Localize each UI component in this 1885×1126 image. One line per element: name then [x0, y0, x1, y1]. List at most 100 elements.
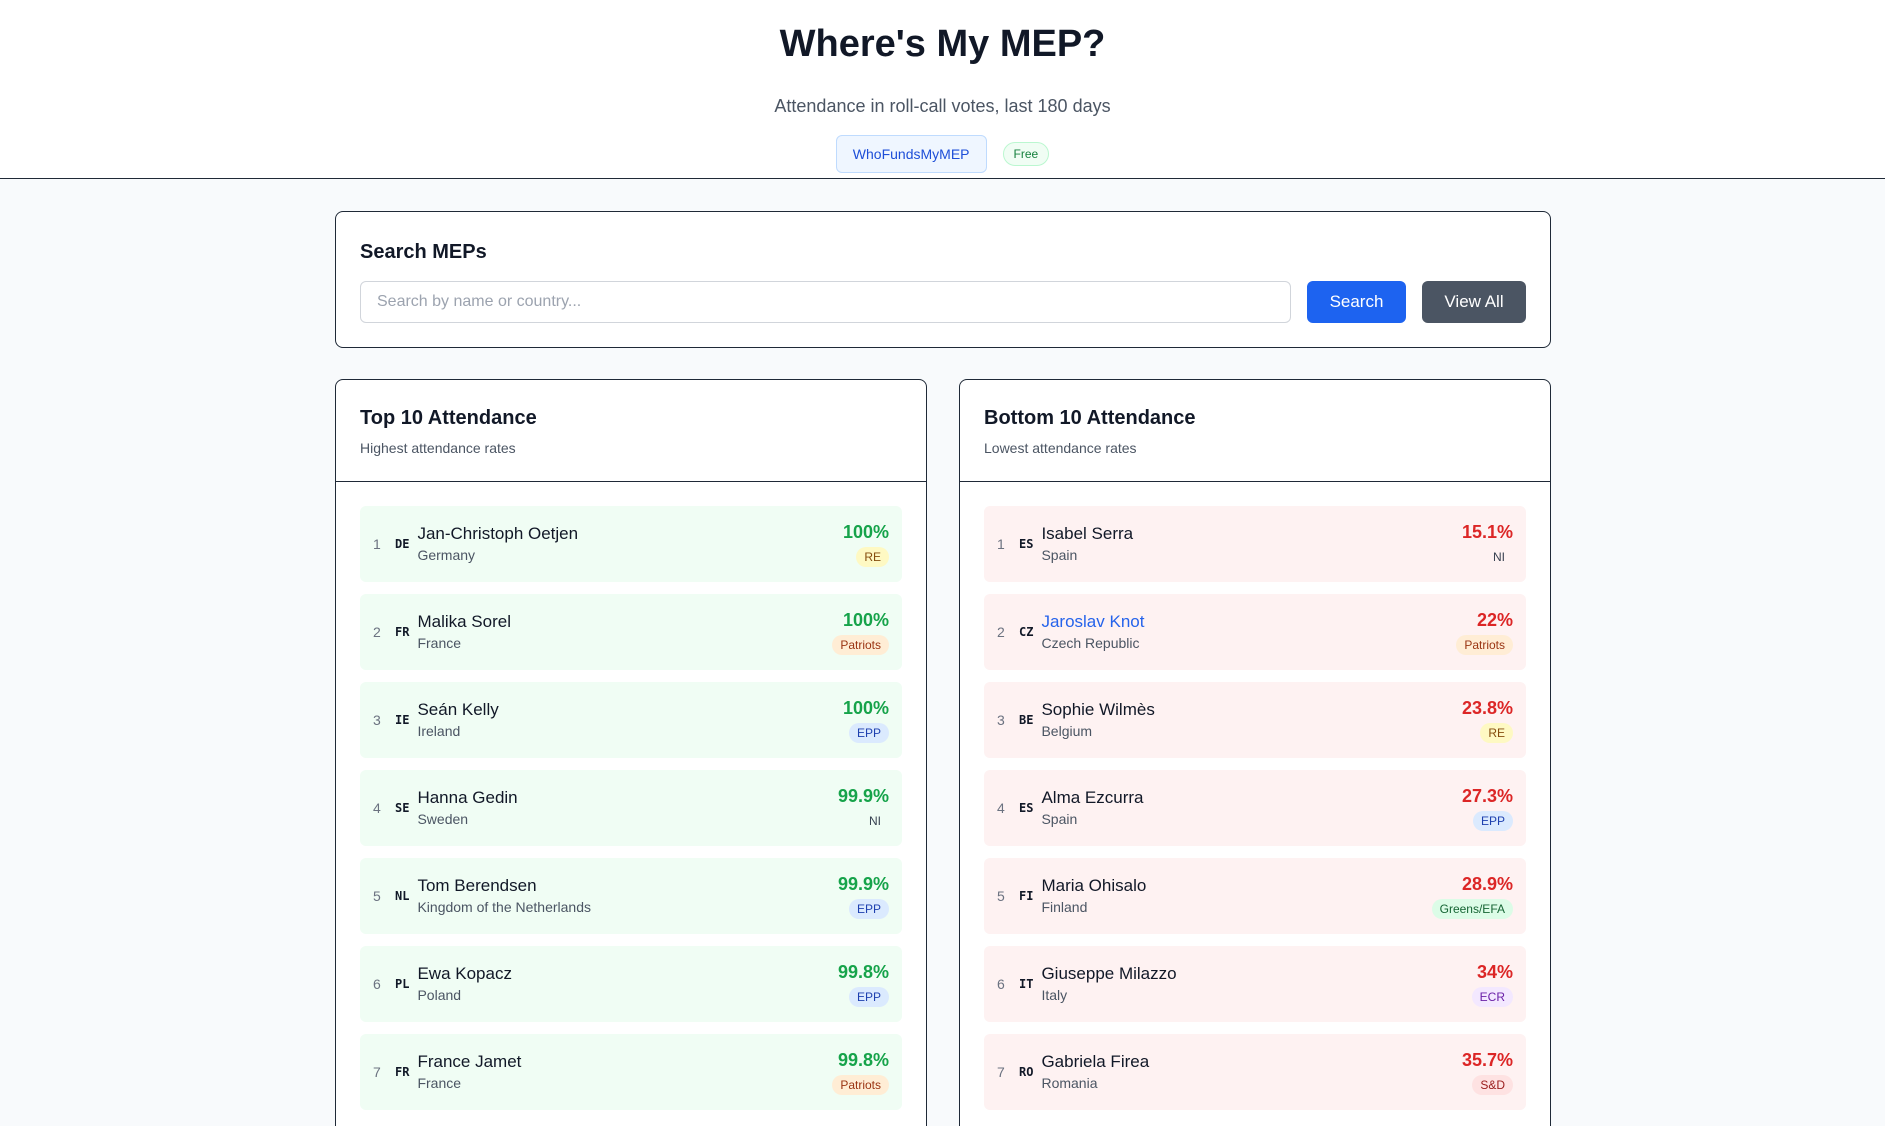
attendance-percent: 100%: [842, 610, 889, 630]
mep-name[interactable]: Tom Berendsen: [417, 876, 537, 895]
mep-country: Italy: [1041, 987, 1068, 1003]
group-badge: Patriots: [1456, 635, 1513, 655]
mep-stats: 99.9% NI: [838, 785, 889, 831]
mep-name[interactable]: Jaroslav Knot: [1041, 612, 1145, 631]
country-code: IT: [1019, 977, 1034, 991]
rank-number: 5: [373, 888, 381, 904]
panel-subtitle: Highest attendance rates: [360, 440, 516, 456]
group-badge: RE: [1480, 723, 1513, 743]
rank-number: 2: [997, 624, 1005, 640]
page-header: Where's My MEP? Attendance in roll-call …: [0, 0, 1885, 179]
country-code: CZ: [1019, 625, 1034, 639]
search-button[interactable]: Search: [1307, 281, 1406, 323]
mep-country: Romania: [1041, 1075, 1098, 1091]
country-code: SE: [395, 801, 410, 815]
attendance-percent: 100%: [842, 698, 889, 718]
mep-row[interactable]: 6 IT Giuseppe Milazzo Italy 34% ECR: [984, 946, 1526, 1022]
header-links: WhoFundsMyMEP Free: [0, 135, 1885, 173]
top-attendance-panel: Top 10 Attendance Highest attendance rat…: [335, 379, 927, 1126]
mep-stats: 35.7% S&D: [1462, 1049, 1513, 1095]
country-code: FR: [395, 1065, 410, 1079]
panel-title: Top 10 Attendance: [360, 407, 537, 429]
mep-row[interactable]: 3 IE Seán Kelly Ireland 100% EPP: [360, 682, 902, 758]
attendance-percent: 99.9%: [837, 874, 889, 894]
rank-number: 7: [997, 1064, 1005, 1080]
search-card: Search MEPs Search View All: [335, 211, 1551, 348]
search-input[interactable]: [360, 281, 1291, 323]
mep-name[interactable]: Hanna Gedin: [417, 788, 518, 807]
view-all-button[interactable]: View All: [1422, 281, 1526, 323]
mep-stats: 34% ECR: [1471, 961, 1513, 1007]
group-badge: RE: [856, 547, 889, 567]
search-row: Search View All: [360, 281, 1526, 323]
mep-stats: 27.3% EPP: [1462, 785, 1513, 831]
mep-name[interactable]: Malika Sorel: [417, 612, 511, 631]
mep-name[interactable]: Jan-Christoph Oetjen: [417, 524, 579, 543]
mep-info: Seán Kelly Ireland: [417, 700, 843, 740]
panel-header: Top 10 Attendance Highest attendance rat…: [336, 380, 926, 482]
attendance-percent: 28.9%: [1461, 874, 1513, 894]
country-code: IE: [395, 713, 410, 727]
mep-info: Malika Sorel France: [417, 612, 832, 652]
attendance-percent: 34%: [1476, 962, 1513, 982]
mep-name[interactable]: Sophie Wilmès: [1041, 700, 1155, 719]
mep-row[interactable]: 1 ES Isabel Serra Spain 15.1% NI: [984, 506, 1526, 582]
mep-row[interactable]: 4 SE Hanna Gedin Sweden 99.9% NI: [360, 770, 902, 846]
rank-number: 7: [373, 1064, 381, 1080]
group-badge: ECR: [1471, 987, 1513, 1007]
attendance-percent: 22%: [1476, 610, 1513, 630]
mep-row[interactable]: 1 DE Jan-Christoph Oetjen Germany 100% RE: [360, 506, 902, 582]
mep-row[interactable]: 2 FR Malika Sorel France 100% Patriots: [360, 594, 902, 670]
mep-info: Maria Ohisalo Finland: [1041, 876, 1431, 916]
mep-country: Poland: [417, 987, 462, 1003]
mep-row[interactable]: 5 NL Tom Berendsen Kingdom of the Netherlan…: [360, 858, 902, 934]
country-code: FR: [395, 625, 410, 639]
mep-name[interactable]: Maria Ohisalo: [1041, 876, 1147, 895]
mep-country: Kingdom of the Netherlands: [417, 899, 592, 915]
mep-stats: 99.8% Patriots: [832, 1049, 889, 1095]
bottom-list: 1 ES Isabel Serra Spain 15.1% NI 2 CZ Jaroslav K…: [960, 482, 1550, 1110]
group-badge: Patriots: [832, 1075, 889, 1095]
rank-number: 1: [373, 536, 381, 552]
mep-country: France: [417, 635, 462, 651]
mep-stats: 23.8% RE: [1462, 697, 1513, 743]
mep-info: Tom Berendsen Kingdom of the Netherlands: [417, 876, 838, 916]
mep-row[interactable]: 3 BE Sophie Wilmès Belgium 23.8% RE: [984, 682, 1526, 758]
top-list: 1 DE Jan-Christoph Oetjen Germany 100% RE 2 FR M…: [336, 482, 926, 1110]
country-code: ES: [1019, 801, 1034, 815]
country-code: ES: [1019, 537, 1034, 551]
group-badge: EPP: [1472, 811, 1513, 831]
country-code: FI: [1019, 889, 1034, 903]
page-title: Where's My MEP?: [779, 23, 1106, 65]
mep-info: Alma Ezcurra Spain: [1041, 788, 1462, 828]
rank-number: 6: [997, 976, 1005, 992]
mep-name[interactable]: Alma Ezcurra: [1041, 788, 1144, 807]
attendance-percent: 99.8%: [837, 1050, 889, 1070]
mep-row[interactable]: 2 CZ Jaroslav Knot Czech Republic 22% Patriot…: [984, 594, 1526, 670]
mep-name[interactable]: Isabel Serra: [1041, 524, 1134, 543]
group-badge: NI: [869, 814, 881, 828]
group-badge: Greens/EFA: [1431, 899, 1513, 919]
mep-country: Germany: [417, 547, 476, 563]
mep-name[interactable]: France Jamet: [417, 1052, 522, 1071]
mep-row[interactable]: 5 FI Maria Ohisalo Finland 28.9% Greens/EFA: [984, 858, 1526, 934]
search-title: Search MEPs: [360, 241, 487, 263]
rank-number: 1: [997, 536, 1005, 552]
page-subtitle: Attendance in roll-call votes, last 180 …: [774, 96, 1111, 116]
mep-info: Jan-Christoph Oetjen Germany: [417, 524, 843, 564]
panel-subtitle: Lowest attendance rates: [984, 440, 1137, 456]
attendance-percent: 27.3%: [1461, 786, 1513, 806]
mep-country: Sweden: [417, 811, 469, 827]
mep-name[interactable]: Gabriela Firea: [1041, 1052, 1150, 1071]
rank-number: 3: [373, 712, 381, 728]
whofundsmymep-link[interactable]: WhoFundsMyMEP: [835, 135, 987, 173]
rank-number: 4: [997, 800, 1005, 816]
mep-name[interactable]: Ewa Kopacz: [417, 964, 512, 983]
mep-row[interactable]: 7 FR France Jamet France 99.8% Patriots: [360, 1034, 902, 1110]
mep-name[interactable]: Seán Kelly: [417, 700, 499, 719]
mep-row[interactable]: 4 ES Alma Ezcurra Spain 27.3% EPP: [984, 770, 1526, 846]
mep-name[interactable]: Giuseppe Milazzo: [1041, 964, 1177, 983]
mep-row[interactable]: 6 PL Ewa Kopacz Poland 99.8% EPP: [360, 946, 902, 1022]
group-badge: EPP: [848, 987, 889, 1007]
mep-row[interactable]: 7 RO Gabriela Firea Romania 35.7% S&D: [984, 1034, 1526, 1110]
